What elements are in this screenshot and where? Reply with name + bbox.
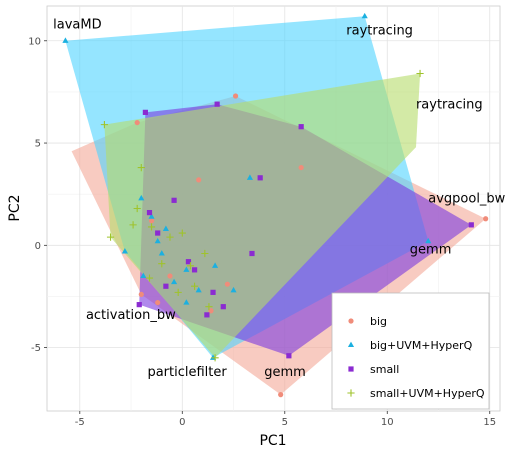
point-small-uvm-hyperq — [186, 262, 195, 270]
point-big — [167, 273, 173, 279]
point-big — [208, 308, 214, 314]
point-small-uvm-hyperq — [178, 229, 186, 237]
point-small-uvm-hyperq — [201, 249, 209, 258]
point-small-uvm-hyperq — [190, 282, 199, 290]
point-big-uvm-hyperq — [154, 237, 161, 244]
point-small — [257, 175, 263, 181]
point-small — [204, 312, 210, 318]
point-small-uvm-hyperq — [106, 233, 115, 241]
legend-key-big-uvm-hyperq — [347, 341, 355, 348]
point-big — [298, 164, 304, 171]
y-axis-title: PC2 — [7, 194, 23, 221]
point-big — [155, 299, 161, 306]
x-tick-label: 0 — [179, 417, 185, 428]
point-small-uvm-hyperq — [129, 221, 137, 229]
annotation-lavamd: lavaMD — [53, 18, 101, 33]
annotations: lavaMD raytracing raytracing avgpool_bwgemm… — [53, 18, 506, 381]
hull-small-uvm-hyperq — [104, 73, 421, 358]
annotation-raytracing: raytracing — [346, 24, 413, 39]
point-small — [163, 283, 169, 289]
point-small — [155, 230, 161, 236]
annotation-gemm: gemm — [410, 243, 452, 258]
annotation-activation-bw: activation_bw — [86, 308, 176, 323]
legend-key-small-uvm-hyperq — [347, 389, 355, 397]
point-big-uvm-hyperq — [195, 286, 202, 293]
point-big — [196, 177, 202, 183]
point-small — [468, 222, 474, 228]
point-big-uvm-hyperq — [138, 194, 145, 201]
point-big-uvm-hyperq — [171, 278, 178, 285]
data-points — [62, 12, 489, 398]
point-small — [146, 209, 153, 216]
series-hulls — [65, 16, 486, 395]
legend-key-big — [348, 318, 354, 324]
point-big-uvm-hyperq — [162, 225, 169, 231]
point-big-uvm-hyperq — [361, 12, 368, 19]
point-small-uvm-hyperq — [166, 233, 174, 241]
point-small — [210, 289, 216, 295]
y-tick-label: 10 — [28, 36, 41, 47]
point-small-uvm-hyperq — [100, 121, 108, 129]
tick-labels: -5 0 5 10 15 -5 0 5 10 — [28, 36, 496, 428]
legend-label-small-uvm-hyperq: small+UVM+HyperQ — [370, 387, 485, 400]
point-big-uvm-hyperq — [121, 248, 128, 254]
point-small — [191, 267, 198, 273]
legend-key-small — [348, 366, 354, 372]
annotation-particlefilter: particlefilter — [147, 365, 227, 380]
point-big-uvm-hyperq — [212, 262, 219, 268]
point-big-uvm-hyperq — [183, 299, 190, 305]
point-small-uvm-hyperq — [133, 204, 141, 213]
point-small — [249, 250, 255, 257]
point-small — [220, 304, 226, 310]
legend: big big+UVM+HyperQ small small+UVM+HyperQ — [331, 292, 490, 410]
legend-label-big-uvm-hyperq: big+UVM+HyperQ — [370, 339, 473, 352]
point-big — [278, 392, 284, 398]
y-tick-label: 0 — [35, 241, 41, 252]
point-big-uvm-hyperq — [62, 37, 69, 43]
point-big-uvm-hyperq — [230, 286, 237, 293]
point-small — [298, 124, 304, 130]
point-small — [214, 101, 220, 107]
point-big — [148, 218, 155, 224]
point-small-uvm-hyperq — [211, 354, 219, 362]
point-big — [138, 291, 144, 298]
point-small — [286, 353, 292, 359]
point-big — [232, 93, 239, 99]
point-small — [185, 259, 192, 265]
point-small-uvm-hyperq — [174, 288, 182, 296]
point-small-uvm-hyperq — [205, 303, 213, 311]
point-small — [142, 109, 148, 115]
point-small-uvm-hyperq — [137, 163, 145, 172]
point-big-uvm-hyperq — [140, 272, 147, 279]
point-small — [136, 302, 142, 308]
legend-label-small: small — [370, 363, 399, 376]
annotation-raytracing: raytracing — [416, 97, 483, 112]
x-axis-title: PC1 — [259, 433, 286, 449]
legend-box — [331, 292, 490, 410]
point-big-uvm-hyperq — [425, 237, 432, 244]
point-big — [134, 119, 140, 126]
legend-label-big: big — [370, 315, 387, 328]
point-small — [171, 197, 177, 203]
point-big — [224, 281, 230, 287]
x-tick-label: 10 — [381, 417, 394, 428]
point-big-uvm-hyperq — [158, 250, 165, 256]
point-small-uvm-hyperq — [145, 274, 154, 282]
point-big-uvm-hyperq — [246, 174, 253, 180]
point-big-uvm-hyperq — [148, 213, 155, 219]
x-tick-label: 5 — [282, 417, 288, 428]
point-small-uvm-hyperq — [147, 223, 156, 231]
point-big — [483, 216, 489, 222]
y-tick-label: 5 — [35, 139, 41, 150]
y-tick-label: -5 — [31, 343, 41, 354]
point-big-uvm-hyperq — [183, 266, 190, 272]
point-small-uvm-hyperq — [416, 69, 424, 78]
annotation-gemm: gemm — [264, 365, 306, 380]
annotation-avgpool-bw: avgpool_bw — [428, 191, 505, 206]
x-tick-label: -5 — [75, 417, 85, 428]
x-tick-label: 15 — [483, 417, 496, 428]
point-small-uvm-hyperq — [158, 260, 166, 268]
